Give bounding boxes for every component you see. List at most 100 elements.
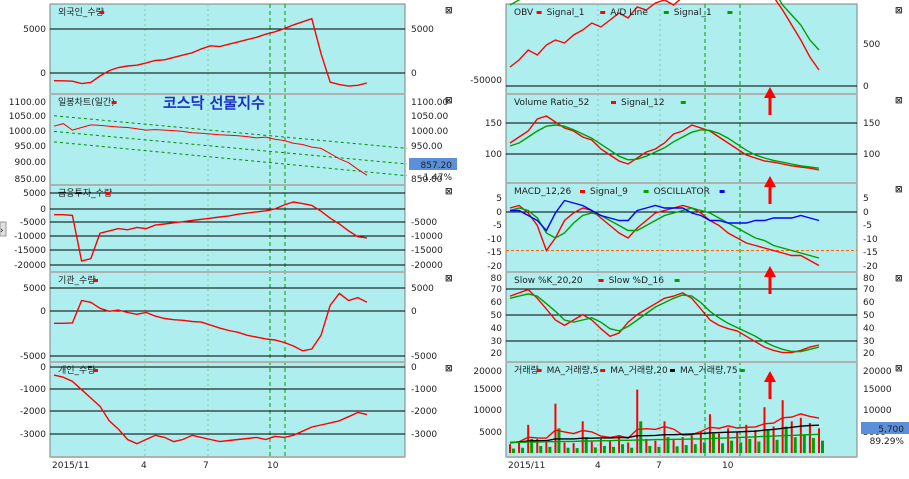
y-tick-left: -5000 xyxy=(20,218,46,228)
volume-bar-secondary xyxy=(793,437,797,453)
y-tick-left: 0 xyxy=(40,363,46,373)
pane-separator xyxy=(506,271,857,273)
volume-bar xyxy=(727,428,730,453)
pane-separator xyxy=(50,361,405,363)
legend-label: Signal_9 xyxy=(590,187,628,197)
y-tick-right: 60 xyxy=(863,298,875,308)
volume-bar xyxy=(590,441,593,453)
legend-label: MA_거래량,75 xyxy=(680,364,738,376)
pane-separator xyxy=(50,456,405,458)
y-tick-right: 20000 xyxy=(863,367,892,377)
y-tick-right: 0 xyxy=(411,69,417,79)
series-line xyxy=(53,123,368,176)
legend-swatch xyxy=(93,369,98,372)
volume-bar-secondary xyxy=(584,437,588,453)
volume-bar xyxy=(772,426,775,453)
y-tick-right: 0 xyxy=(411,363,417,373)
volume-bar xyxy=(718,433,721,453)
y-tick-left: -10 xyxy=(487,235,502,245)
y-tick-left: 950.00 xyxy=(15,142,47,152)
current-value-box xyxy=(861,422,909,434)
legend-label: Signal_12 xyxy=(621,98,665,108)
up-arrow-head xyxy=(764,176,776,187)
legend-label: MA_거래량,5 xyxy=(547,364,599,376)
y-tick-left: 30 xyxy=(491,337,503,347)
legend-swatch xyxy=(739,369,745,372)
legend-label: Signal_1 xyxy=(547,8,585,18)
y-tick-left: -1000 xyxy=(20,385,46,395)
legend-swatch xyxy=(727,11,733,14)
legend-label: Slow %K_20,20 xyxy=(514,276,583,286)
volume-bar xyxy=(681,437,684,453)
volume-bar-secondary xyxy=(530,438,534,453)
legend-swatch xyxy=(580,190,585,193)
legend-label: 거래량 xyxy=(514,364,539,376)
legend-label: Volume Ratio_52 xyxy=(514,98,589,108)
volume-bar xyxy=(645,438,648,453)
y-tick-left: 5000 xyxy=(479,428,502,438)
y-tick-right: 0 xyxy=(863,82,869,92)
right-axis-gap xyxy=(860,4,862,457)
pane-separator xyxy=(50,93,405,95)
volume-bar xyxy=(636,389,639,453)
change-pct: 89.29% xyxy=(870,437,905,447)
current-value-box xyxy=(409,158,457,170)
y-tick-left: 10000 xyxy=(473,406,502,416)
up-arrow-head xyxy=(764,87,776,98)
volume-bar-secondary xyxy=(611,446,615,453)
series-line xyxy=(509,207,820,259)
y-tick-left: 5000 xyxy=(23,189,46,199)
chevron-left-icon: › xyxy=(0,226,4,236)
volume-bar xyxy=(572,443,575,453)
series-line xyxy=(509,124,820,169)
legend-swatch xyxy=(93,279,98,282)
volume-bar-secondary xyxy=(593,447,597,453)
up-arrow-head xyxy=(764,371,776,382)
volume-bar-secondary xyxy=(657,446,661,453)
pane-separator xyxy=(50,271,405,273)
volume-bar-secondary xyxy=(539,445,543,453)
volume-bar-secondary xyxy=(512,448,515,453)
y-tick-left: -5 xyxy=(493,221,502,231)
trendline xyxy=(53,130,408,165)
y-tick-left: 5000 xyxy=(23,284,46,294)
y-tick-left: -2000 xyxy=(20,407,46,417)
chart-annotation: 코스닥 선물지수 xyxy=(163,94,265,112)
volume-bar xyxy=(608,440,611,453)
y-tick-left: 0 xyxy=(496,208,502,218)
legend-label: A/D Line xyxy=(610,8,648,18)
volume-bar xyxy=(708,414,711,453)
y-tick-right: 5000 xyxy=(411,284,434,294)
x-tick-left: 4 xyxy=(141,461,147,471)
trendline xyxy=(53,141,408,177)
y-tick-left: 5000 xyxy=(23,25,46,35)
y-tick-right: 70 xyxy=(863,285,875,295)
volume-bar xyxy=(554,403,557,453)
volume-bar-secondary xyxy=(521,447,525,453)
right-plot-area xyxy=(506,4,857,457)
series-line xyxy=(509,293,820,353)
y-tick-left: 80 xyxy=(491,274,503,284)
y-tick-right: 950.00 xyxy=(411,142,443,152)
volume-bar xyxy=(545,440,548,453)
volume-bar-secondary xyxy=(621,444,625,453)
y-tick-left: 900.00 xyxy=(15,158,47,168)
y-tick-left: 20000 xyxy=(473,367,502,377)
y-tick-left: 5 xyxy=(496,194,502,204)
y-tick-right: -15 xyxy=(863,248,878,258)
pane-close-icon: ⊠ xyxy=(445,187,453,197)
volume-bar xyxy=(527,424,530,453)
legend-swatch xyxy=(643,190,649,193)
volume-bar-secondary xyxy=(648,445,652,453)
pane-separator xyxy=(506,456,857,458)
y-tick-right: 10000 xyxy=(863,406,892,416)
y-tick-right: 1100.00 xyxy=(411,98,448,108)
series-line xyxy=(509,413,820,444)
trendline xyxy=(53,115,408,149)
series-line xyxy=(54,292,368,352)
y-tick-left: -20 xyxy=(487,262,502,272)
y-tick-right: 5 xyxy=(863,194,869,204)
volume-bar xyxy=(699,431,702,453)
